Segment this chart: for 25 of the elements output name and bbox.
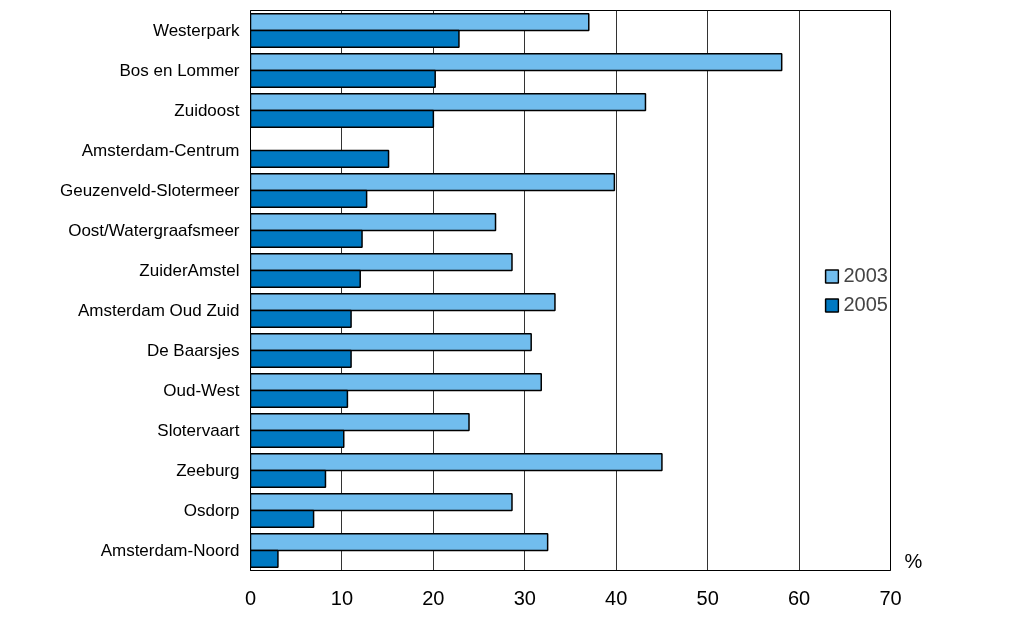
y-tick-label: Osdorp (183, 501, 240, 520)
x-tick-label: 20 (422, 586, 445, 609)
x-tick-label: 50 (696, 586, 719, 609)
y-tick-label: De Baarsjes (146, 341, 240, 360)
y-tick-label: Amsterdam Oud Zuid (77, 301, 240, 320)
y-tick-label: Oud-West (163, 381, 240, 400)
y-tick-label: Oost/Watergraafsmeer (68, 221, 240, 240)
y-tick-label: ZuiderAmstel (139, 261, 240, 280)
x-tick-label: 70 (879, 586, 902, 609)
x-axis-title: % (904, 549, 923, 572)
y-tick-label: Geuzenveld-Slotermeer (59, 181, 240, 200)
y-tick-label: Westerpark (152, 21, 240, 40)
legend-label: 2003 (843, 264, 888, 287)
x-tick-label: 40 (605, 586, 628, 609)
y-tick-label: Amsterdam-Centrum (81, 141, 240, 160)
y-tick-label: Zuidoost (174, 101, 240, 120)
legend-label: 2005 (843, 293, 888, 316)
x-tick-label: 10 (330, 586, 354, 609)
y-tick-label: Bos en Lommer (119, 61, 240, 80)
y-tick-label: Amsterdam-Noord (100, 541, 240, 560)
x-tick-label: 30 (513, 586, 536, 609)
y-tick-label: Slotervaart (157, 421, 240, 440)
x-tick-label: 60 (787, 586, 811, 609)
x-tick-label: 0 (244, 586, 257, 609)
y-tick-label: Zeeburg (176, 461, 240, 480)
